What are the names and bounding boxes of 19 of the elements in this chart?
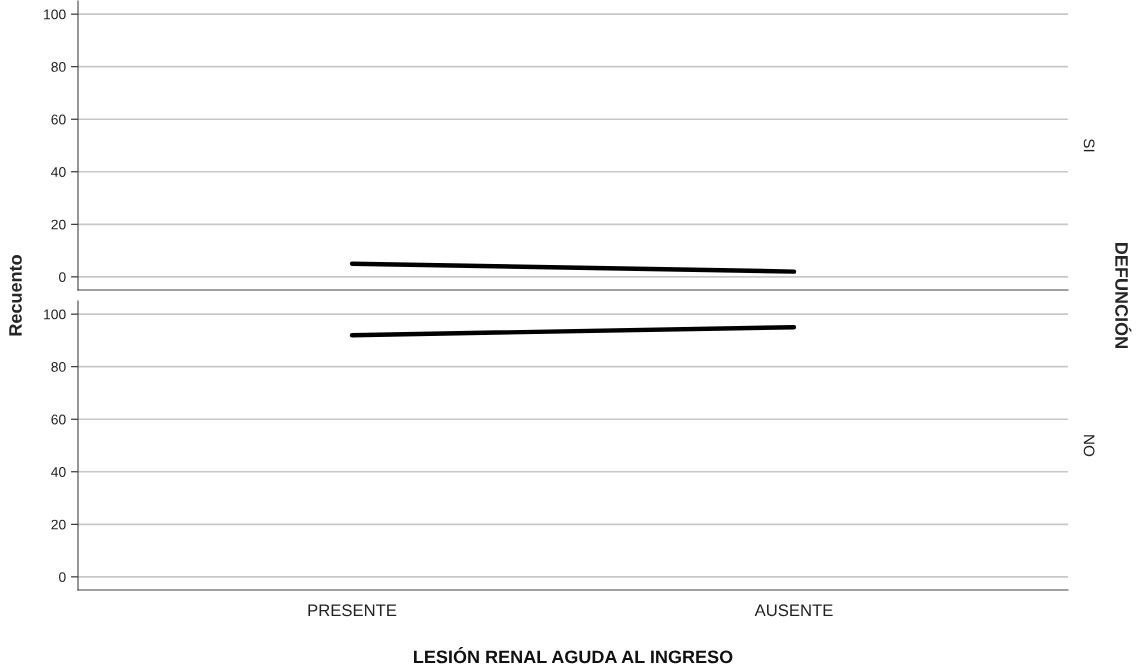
y-tick-label: 100 (44, 9, 66, 20)
y2-axis-title: DEFUNCIÓN (1115, 243, 1132, 348)
y-tick-label: 80 (51, 362, 66, 372)
y-tick-label: 20 (51, 519, 66, 530)
y-tick-label: 80 (51, 62, 66, 72)
x-tick-label: PRESENTE (308, 604, 397, 617)
text: NO (1083, 435, 1095, 457)
x-tick-label: AUSENTE (754, 604, 833, 617)
y-tick-label: 0 (59, 272, 66, 283)
y-tick-label: 60 (51, 114, 66, 125)
y-tick-label: 0 (59, 572, 66, 583)
y-axis-title: Recuento (9, 255, 22, 336)
x-axis-title: LESIÓN RENAL AGUDA AL INGRESO (414, 647, 733, 664)
text: SI (1083, 138, 1095, 152)
y-tick-label: 40 (51, 467, 66, 477)
y-tick-label: 20 (51, 219, 66, 230)
y-tick-label: 60 (51, 414, 66, 425)
y-tick-label: 40 (51, 167, 66, 177)
y-tick-label: 100 (44, 309, 66, 320)
